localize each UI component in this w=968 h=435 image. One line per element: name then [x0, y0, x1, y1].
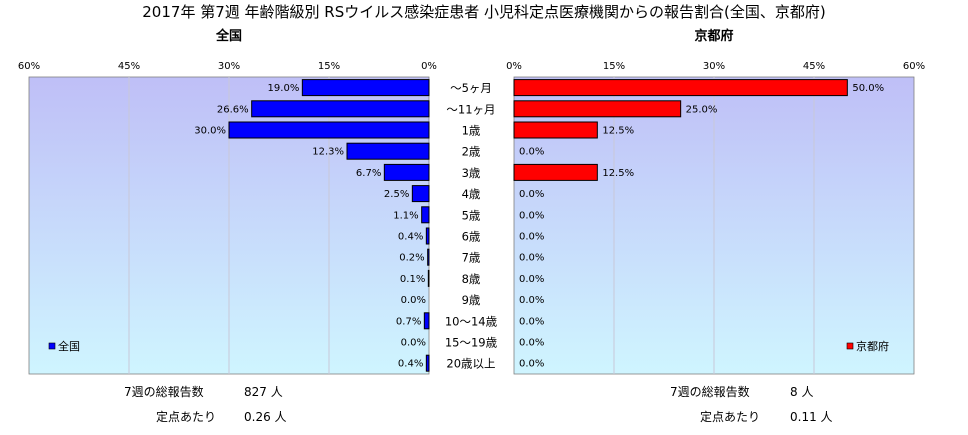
left-panel: 60% 45% 30% 15% 0% 19.0% 26.6% 30.0% 12.3% 6.7%2…	[18, 61, 437, 375]
right-data-label: 12.5%	[602, 168, 634, 179]
left-bar	[251, 100, 430, 118]
left-data-label: 0.7%	[396, 316, 421, 327]
left-data-label: 30.0%	[194, 126, 226, 137]
left-tick-label: 0%	[421, 61, 437, 72]
left-tick-label: 30%	[218, 61, 240, 72]
left-bar	[346, 142, 430, 160]
chart-title: 2017年 第7週 年齢階級別 RSウイルス感染症患者 小児科定点医療機関からの…	[142, 3, 825, 21]
right-data-label: 0.0%	[519, 147, 544, 158]
category-label: ～11ヶ月	[446, 102, 495, 116]
right-per-label: 定点あたり	[700, 409, 760, 424]
right-data-label: 0.0%	[519, 359, 544, 370]
footer-right: 7週の総報告数 8 人 定点あたり 0.11 人	[670, 384, 833, 424]
left-bar	[425, 354, 430, 372]
left-bar	[411, 185, 430, 203]
right-bar	[513, 79, 848, 97]
left-data-label: 0.0%	[401, 338, 426, 349]
right-tick-label: 30%	[703, 61, 725, 72]
right-data-label: 0.0%	[519, 189, 544, 200]
category-label: 5歳	[462, 208, 481, 222]
right-legend-label: 京都府	[856, 339, 889, 353]
left-tick-label: 15%	[318, 61, 340, 72]
category-label: 2歳	[462, 145, 481, 159]
left-bar	[301, 79, 430, 97]
right-data-label: 0.0%	[519, 295, 544, 306]
left-data-label: 0.1%	[400, 274, 425, 285]
left-total-value: 827 人	[244, 385, 283, 399]
category-label: 10～14歳	[445, 314, 498, 328]
left-data-label: 26.6%	[217, 104, 249, 115]
left-tick-label: 60%	[18, 61, 40, 72]
left-panel-title: 全国	[215, 28, 242, 44]
left-total-label: 7週の総報告数	[124, 384, 204, 399]
right-bar	[513, 121, 598, 139]
left-legend: 全国	[48, 339, 80, 353]
left-data-label: 6.7%	[356, 168, 381, 179]
right-tick-label: 15%	[603, 61, 625, 72]
category-label: 8歳	[462, 272, 481, 286]
left-data-label: 0.2%	[399, 253, 424, 264]
left-data-label: 12.3%	[312, 147, 344, 158]
left-bar	[427, 269, 430, 287]
right-data-label: 12.5%	[602, 126, 634, 137]
right-data-label: 0.0%	[519, 210, 544, 221]
right-data-label: 25.0%	[686, 104, 718, 115]
left-data-label: 1.1%	[393, 210, 418, 221]
left-legend-label: 全国	[58, 339, 80, 353]
right-legend: 京都府	[846, 339, 889, 353]
right-total-value: 8 人	[790, 385, 813, 399]
category-label: 7歳	[462, 251, 481, 265]
right-total-label: 7週の総報告数	[670, 384, 750, 399]
right-per-value: 0.11 人	[790, 410, 833, 424]
left-bar	[383, 163, 430, 181]
category-labels: ～5ヶ月 ～11ヶ月 1歳 2歳 3歳 4歳 5歳 6歳 7歳 8歳 9歳 10～14歳 15～19歳 2…	[445, 81, 498, 371]
left-bar	[425, 227, 430, 245]
right-data-label: 0.0%	[519, 232, 544, 243]
left-bar	[421, 206, 430, 224]
right-data-label: 0.0%	[519, 253, 544, 264]
category-label: 15～19歳	[445, 336, 498, 350]
category-label: 9歳	[462, 293, 481, 307]
right-bar	[513, 163, 598, 181]
left-data-label: 0.4%	[398, 359, 423, 370]
left-bar	[228, 121, 430, 139]
left-data-label: 0.0%	[401, 295, 426, 306]
left-data-label: 19.0%	[268, 83, 300, 94]
category-label: 3歳	[462, 166, 481, 180]
right-bar	[513, 100, 682, 118]
footer-left: 7週の総報告数 827 人 定点あたり 0.26 人	[124, 384, 287, 424]
right-data-label: 0.0%	[519, 316, 544, 327]
left-data-label: 2.5%	[384, 189, 409, 200]
right-data-label: 0.0%	[519, 338, 544, 349]
right-tick-label: 45%	[803, 61, 825, 72]
category-label: 4歳	[462, 187, 481, 201]
left-data-label: 0.4%	[398, 232, 423, 243]
left-bar	[423, 312, 430, 330]
right-data-label: 50.0%	[852, 83, 884, 94]
right-data-label: 0.0%	[519, 274, 544, 285]
category-label: ～5ヶ月	[450, 81, 492, 95]
left-tick-label: 45%	[118, 61, 140, 72]
right-panel: 0% 15% 30% 45% 60% 50.0% 25.0% 12.5% 0.0% 12.5% 0…	[506, 61, 925, 375]
right-tick-label: 60%	[903, 61, 925, 72]
right-legend-swatch	[846, 342, 854, 350]
left-per-value: 0.26 人	[244, 410, 287, 424]
category-label: 20歳以上	[446, 357, 495, 371]
category-label: 1歳	[462, 124, 481, 138]
right-panel-title: 京都府	[694, 28, 733, 44]
left-per-label: 定点あたり	[156, 409, 216, 424]
right-tick-label: 0%	[506, 61, 522, 72]
left-bar	[427, 248, 430, 266]
left-legend-swatch	[48, 342, 56, 350]
category-label: 6歳	[462, 230, 481, 244]
